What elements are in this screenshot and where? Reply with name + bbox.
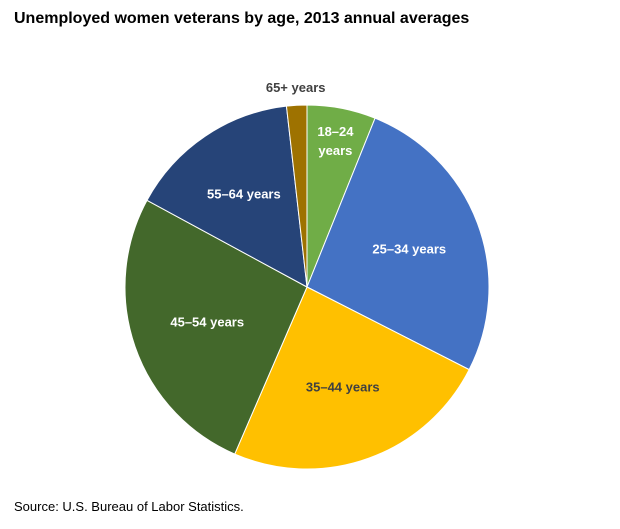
slice-label: 45–54 years bbox=[170, 315, 244, 330]
slice-label: 35–44 years bbox=[306, 379, 380, 394]
pie-slice bbox=[124, 199, 308, 455]
pie-slice bbox=[234, 286, 470, 470]
slice-label: 25–34 years bbox=[372, 242, 446, 257]
pie-slice bbox=[146, 105, 308, 288]
pie-slices bbox=[124, 104, 490, 470]
chart-title: Unemployed women veterans by age, 2013 a… bbox=[14, 10, 470, 27]
pie-slice bbox=[306, 117, 490, 371]
slice-label: 65+ years bbox=[266, 80, 326, 95]
slice-label: 55–64 years bbox=[207, 186, 281, 201]
pie-slice bbox=[285, 104, 308, 288]
chart-source: Source: U.S. Bureau of Labor Statistics. bbox=[14, 499, 244, 514]
slice-label: 18–24 years bbox=[317, 124, 354, 158]
slice-labels: 18–24 years 25–34 years 35–44 years 45–54 ye… bbox=[170, 80, 446, 394]
